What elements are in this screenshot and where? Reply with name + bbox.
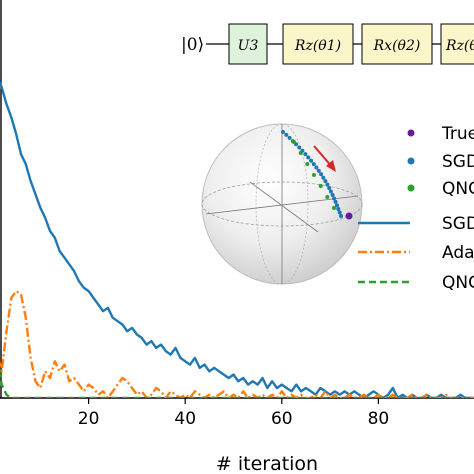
legend-marker-sgd-points bbox=[407, 157, 415, 165]
legend-label-sgd-line: SGD bbox=[442, 214, 474, 234]
gate-rx-2-label: Rx(θ2) bbox=[373, 38, 421, 54]
series-layer bbox=[0, 79, 474, 398]
trajectory-point-sgd bbox=[306, 155, 311, 160]
trajectory-point-sgd bbox=[287, 135, 292, 140]
x-tick-label: 40 bbox=[174, 409, 196, 429]
trajectory-point-sgd bbox=[330, 193, 335, 197]
trajectory-point-sgd bbox=[333, 199, 338, 204]
series-line-qng bbox=[0, 368, 474, 398]
trajectory-point-sgd bbox=[327, 186, 332, 190]
trajectory-point-qng bbox=[292, 140, 296, 144]
trajectory-point-sgd bbox=[339, 214, 343, 218]
sphere-axis-x bbox=[249, 181, 319, 233]
series-line-sgd bbox=[0, 79, 474, 398]
legend-label-sgd-points: SGD bbox=[442, 152, 474, 172]
trajectory-point-qng bbox=[305, 162, 310, 166]
gate-rx-2: Rx(θ2) bbox=[361, 23, 433, 65]
x-tick-label: 80 bbox=[368, 409, 390, 429]
legend-label-qng-line: QNG bbox=[442, 273, 474, 293]
bloch-sphere bbox=[201, 123, 363, 285]
circuit-diagram: |0⟩ U3 Rz(θ1) Rx(θ2) Rz(θ bbox=[181, 23, 474, 65]
legend-label-true: True bbox=[441, 124, 474, 144]
gate-rz-1-label: Rz(θ1) bbox=[294, 38, 341, 54]
legend-label-qng-points: QNG bbox=[442, 179, 474, 199]
x-tick-label: 20 bbox=[78, 409, 100, 429]
legend-marker-true bbox=[407, 129, 415, 137]
series-line-adam bbox=[0, 289, 474, 398]
bloch-trajectory bbox=[281, 130, 353, 220]
true-state-point bbox=[345, 212, 353, 220]
trajectory-point-sgd bbox=[332, 196, 337, 201]
trajectory-point-sgd bbox=[321, 175, 326, 180]
x-tick-label: 60 bbox=[271, 409, 293, 429]
trajectory-point-sgd bbox=[309, 158, 314, 163]
trajectory-point-sgd bbox=[314, 165, 319, 170]
trajectory-point-sgd bbox=[325, 182, 330, 187]
trajectory-point-qng bbox=[298, 151, 303, 155]
trajectory-point-sgd bbox=[297, 145, 302, 150]
trajectory-point-sgd bbox=[303, 152, 308, 157]
direction-arrowhead bbox=[326, 160, 336, 172]
circuit-input-state: |0⟩ bbox=[181, 35, 204, 55]
trajectory-point-sgd bbox=[311, 162, 316, 167]
gate-rz-1: Rz(θ1) bbox=[282, 23, 354, 65]
legend: True SGD QNG SGD Ada QNG bbox=[358, 124, 474, 293]
trajectory-point-sgd bbox=[284, 132, 289, 137]
trajectory-point-sgd bbox=[323, 179, 328, 184]
legend-marker-qng-points bbox=[407, 184, 415, 192]
x-ticks: 20 40 60 80 bbox=[78, 398, 389, 429]
trajectory-point-sgd bbox=[316, 168, 321, 173]
trajectory-point-qng bbox=[332, 206, 336, 210]
gate-u3: U3 bbox=[228, 23, 268, 65]
gate-rz-3: Rz(θ bbox=[440, 23, 474, 65]
trajectory-point-sgd bbox=[281, 130, 285, 134]
gate-u3-label: U3 bbox=[238, 38, 259, 54]
trajectory-point-qng bbox=[312, 173, 316, 177]
gate-rz-3-label: Rz(θ bbox=[445, 38, 474, 54]
legend-label-adam-line: Ada bbox=[442, 243, 474, 263]
trajectory-point-sgd bbox=[336, 207, 341, 211]
x-axis-label: # iteration bbox=[216, 453, 318, 474]
trajectory-point-sgd bbox=[337, 210, 342, 215]
trajectory-point-sgd bbox=[328, 189, 333, 194]
trajectory-point-qng bbox=[325, 195, 330, 199]
trajectory-point-qng bbox=[318, 184, 323, 188]
trajectory-point-sgd bbox=[319, 172, 324, 177]
trajectory-point-sgd bbox=[335, 203, 339, 208]
